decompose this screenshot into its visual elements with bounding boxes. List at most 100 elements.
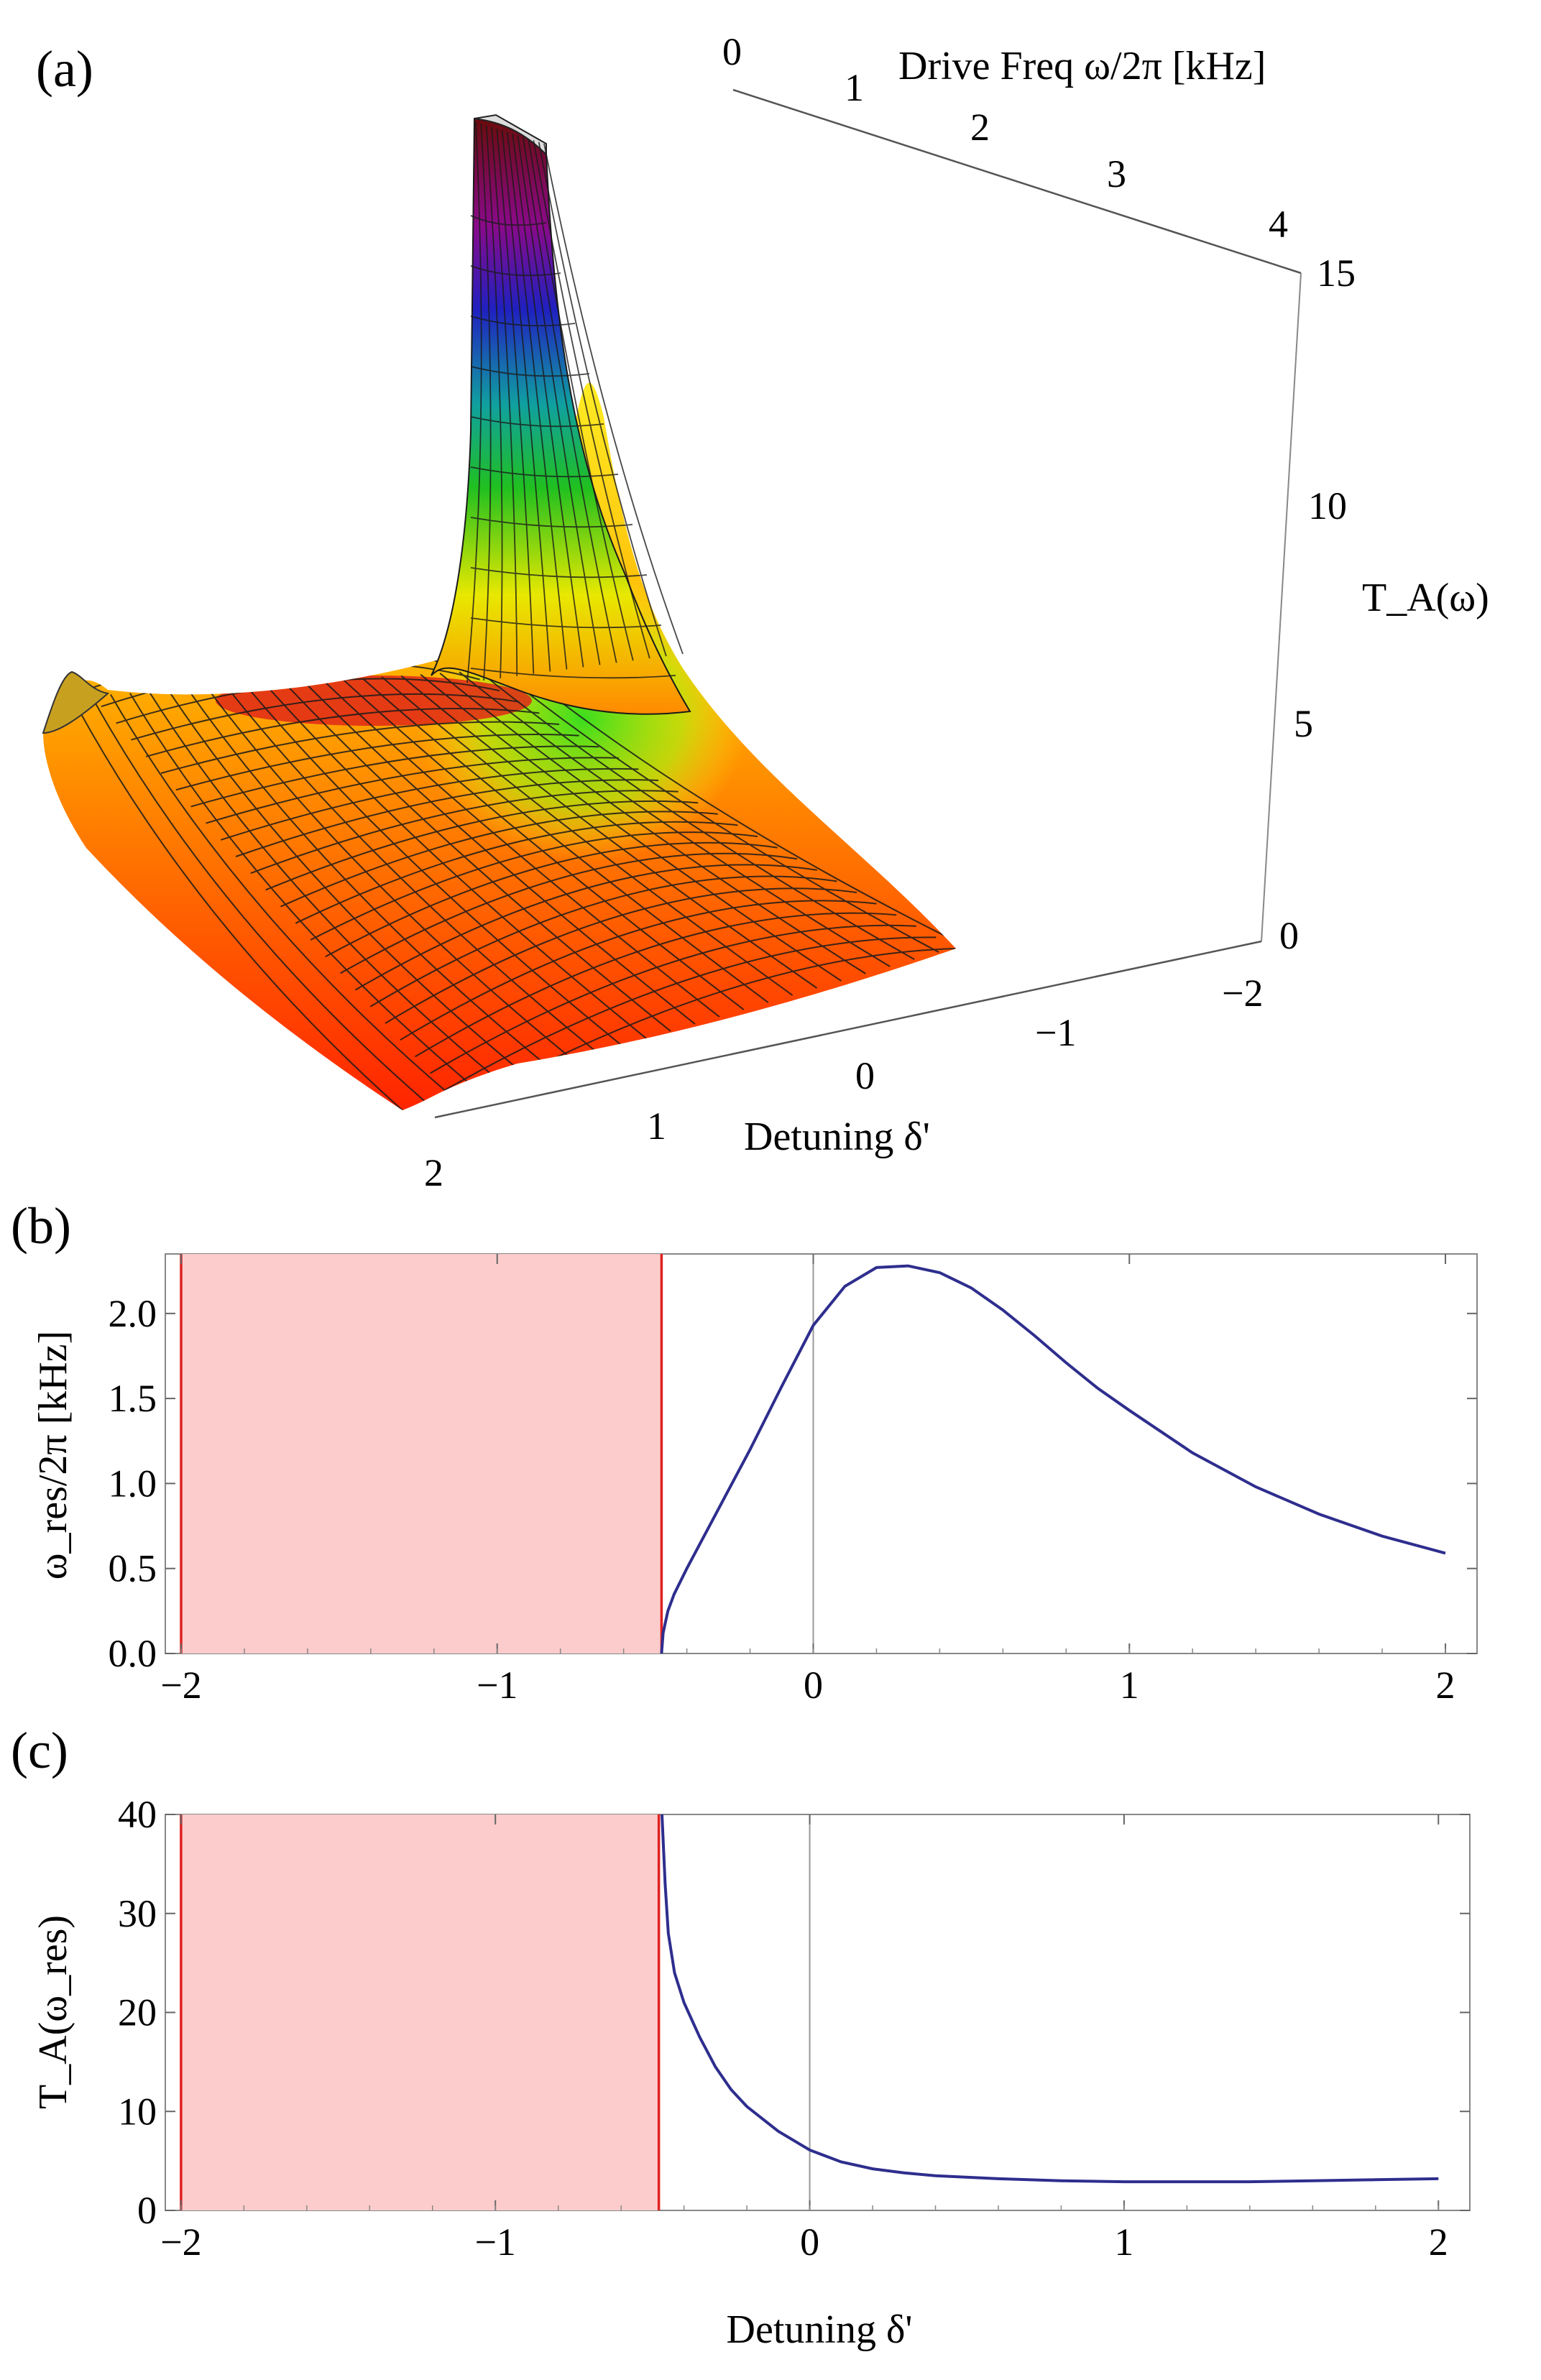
y-tick-label: 40	[118, 1793, 157, 1836]
mesh-line-u	[265, 800, 699, 891]
y-tick-label: 20	[118, 1991, 157, 2034]
x-tick-label: 2	[1436, 1664, 1455, 1707]
x-tick-1: 1	[647, 1104, 666, 1148]
drive-freq-ticks: 0 1 2 3 4	[722, 30, 1288, 246]
detuning-label-a: Detuning δ'	[744, 1115, 930, 1159]
surface-mesh	[71, 645, 956, 1110]
y-tick-3: 3	[1107, 152, 1126, 195]
y-tick-label: 0.0	[109, 1632, 157, 1675]
peak-mesh-line	[485, 125, 503, 678]
peak-mesh-ring	[470, 617, 662, 629]
peak-mesh-ring	[470, 366, 590, 377]
peak-mesh-ring	[470, 668, 676, 679]
mesh-line-v	[303, 681, 696, 1025]
mesh-line-u	[444, 936, 937, 1091]
x-tick-label: −1	[474, 2220, 515, 2264]
mesh-line-u	[160, 721, 560, 774]
mesh-line-v	[226, 686, 598, 1053]
y-tick-label: 0.5	[109, 1547, 157, 1590]
x-tick-m2: −2	[1222, 972, 1263, 1015]
unstable-region-c	[180, 1814, 659, 2210]
peak-mesh-ring	[470, 315, 576, 327]
mesh-line-v	[187, 688, 550, 1068]
peak-mesh-ring	[470, 517, 633, 528]
x-tick-2: 2	[424, 1151, 443, 1194]
mesh-line-v	[110, 694, 452, 1097]
mesh-line-v	[420, 673, 842, 982]
peak-mesh-line	[522, 137, 617, 663]
peak-mesh-ring	[470, 265, 561, 277]
mesh-line-v	[381, 676, 794, 996]
axis-detuning	[434, 940, 1262, 1119]
mesh-line-v	[459, 671, 891, 967]
surface-red-ridge	[216, 675, 532, 726]
mesh-line-v	[91, 695, 428, 1104]
mesh-line-v	[478, 670, 915, 960]
x-tick-label: −2	[160, 1664, 201, 1707]
plot-frame-b	[165, 1253, 1478, 1654]
y-tick-label: 1.0	[109, 1462, 157, 1505]
peak-mesh-line	[491, 126, 518, 676]
unstable-region-b	[180, 1254, 662, 1653]
z-tick-5: 5	[1294, 702, 1313, 745]
z-ticks: 15 10 5 0	[1279, 252, 1356, 957]
mesh-line-v	[362, 678, 769, 1003]
mesh-line-v	[323, 680, 720, 1018]
mesh-line-v	[284, 683, 671, 1032]
surface-plot: 0 1 2 3 4 Drive Freq ω/2π [kHz] 15 10 5 …	[42, 30, 1489, 1194]
amplification-curve	[661, 1814, 1439, 2184]
mesh-line-v	[129, 693, 477, 1089]
mesh-line-u	[354, 864, 817, 991]
x-tick-0: 0	[855, 1054, 875, 1097]
z-axis-label: T_A(ω)	[1362, 576, 1489, 620]
peak-mesh-ring	[470, 416, 604, 428]
y-tick-0: 0	[722, 30, 742, 73]
mesh-line-v	[206, 688, 574, 1061]
resonance-frequency-plot: −2 −1 0 1 2 0.0 0.5 1.0 1.5 2.0 ω_res/2π [kHz]	[31, 1253, 1478, 1707]
peak-mesh-line	[466, 121, 482, 683]
mesh-line-u	[206, 757, 619, 824]
peak-mesh	[466, 121, 684, 683]
y-tick-4: 4	[1269, 203, 1288, 246]
y-tick-2: 2	[970, 106, 990, 149]
mesh-line-v	[148, 691, 501, 1082]
y-tick-label: 30	[118, 1892, 157, 1935]
x-tick-label: 1	[1114, 2220, 1133, 2264]
mesh-line-u	[369, 875, 837, 1007]
drive-freq-label: Drive Freq ω/2π [kHz]	[898, 44, 1266, 88]
peak-mesh-line	[480, 124, 492, 681]
panel-b-label: (b)	[11, 1197, 71, 1255]
panel-a-label: (a)	[36, 40, 93, 98]
surface	[42, 114, 956, 1110]
y-tick-label: 1.5	[109, 1377, 157, 1420]
peak-mesh-line	[506, 132, 568, 670]
z-tick-15: 15	[1317, 252, 1356, 295]
surface-peak	[431, 117, 691, 715]
amplification-plot: −2 −1 0 1 2 0 10 20 30 40 T_A(ω_res) Detuning δ'	[31, 1793, 1471, 2352]
peak-mesh-line	[533, 140, 650, 659]
mesh-line-v	[497, 668, 939, 953]
peak-mesh-ring	[470, 466, 619, 478]
x-ticks-b: −2 −1 0 1 2	[160, 1254, 1455, 1707]
mesh-line-u	[340, 852, 798, 974]
y-axis-label-c: T_A(ω_res)	[31, 1915, 75, 2109]
y-tick-1: 1	[845, 66, 864, 109]
peak-mesh-line	[543, 143, 684, 655]
peak-mesh-line	[501, 130, 551, 672]
mesh-line-u	[310, 831, 758, 941]
surface-peak-cap	[474, 114, 547, 157]
axis-drive-freq	[732, 88, 1302, 275]
peak-mesh-line	[512, 134, 584, 668]
mesh-line-u	[400, 900, 877, 1041]
surface-back-ridge	[42, 670, 110, 734]
x-tick-label: 1	[1120, 1664, 1139, 1707]
axis-vertical	[1261, 272, 1302, 942]
x-tick-m1: −1	[1035, 1011, 1076, 1054]
detuning-ticks: 2 1 0 −1 −2	[424, 972, 1263, 1194]
peak-mesh-line	[528, 138, 634, 661]
peak-mesh-line	[538, 142, 667, 657]
mesh-line-u	[145, 708, 540, 757]
mesh-line-v	[167, 690, 525, 1075]
z-tick-10: 10	[1308, 484, 1347, 527]
mesh-line-v	[71, 696, 403, 1110]
